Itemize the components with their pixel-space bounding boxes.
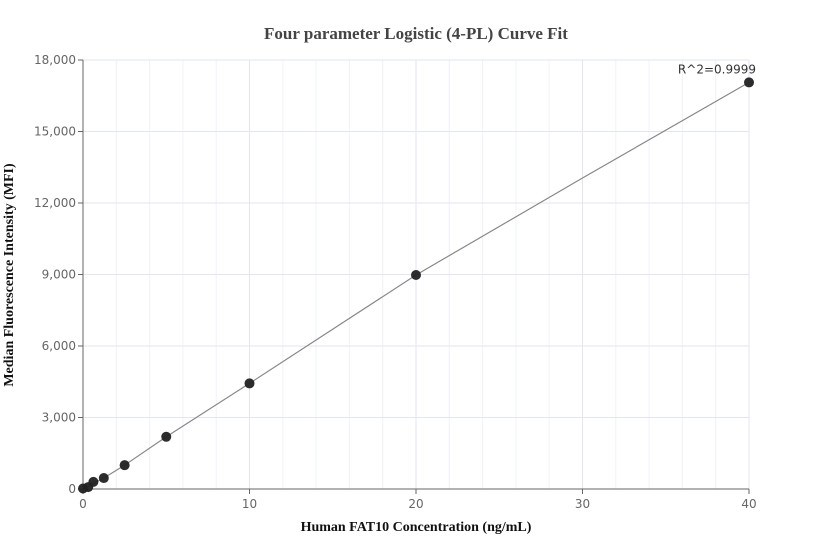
data-point (98, 473, 109, 484)
x-tick-label: 0 (79, 497, 87, 511)
data-point (119, 460, 130, 471)
y-tick-label: 15,000 (34, 125, 76, 139)
x-axis-ticks: 0 10 20 30 40 (79, 489, 757, 511)
data-point (88, 476, 99, 487)
x-axis-title: Human FAT10 Concentration (ng/mL) (301, 520, 532, 535)
x-tick-label: 10 (242, 497, 257, 511)
y-tick-label: 6,000 (42, 339, 76, 353)
y-tick-label: 9,000 (42, 268, 76, 282)
x-tick-label: 30 (575, 497, 590, 511)
data-point (744, 77, 754, 88)
y-axis-ticks: 0 3,000 6,000 9,000 12,000 15,000 18,000 (34, 53, 83, 496)
y-tick-label: 0 (68, 482, 76, 496)
y-tick-label: 3,000 (42, 411, 76, 425)
y-tick-label: 18,000 (34, 53, 76, 67)
data-points (78, 77, 754, 494)
data-point (411, 269, 421, 280)
chart-title: Four parameter Logistic (4-PL) Curve Fit (264, 24, 568, 43)
y-axis-title: Median Fluorescence Intensity (MFI) (2, 163, 17, 387)
y-tick-label: 12,000 (34, 196, 76, 210)
x-tick-label: 20 (408, 497, 423, 511)
major-gridlines (83, 59, 750, 489)
annotations: R^2=0.9999 (678, 62, 756, 76)
r-squared-annotation: R^2=0.9999 (678, 62, 756, 76)
data-point (161, 431, 172, 442)
x-tick-label: 40 (741, 497, 756, 511)
data-point (244, 378, 255, 389)
